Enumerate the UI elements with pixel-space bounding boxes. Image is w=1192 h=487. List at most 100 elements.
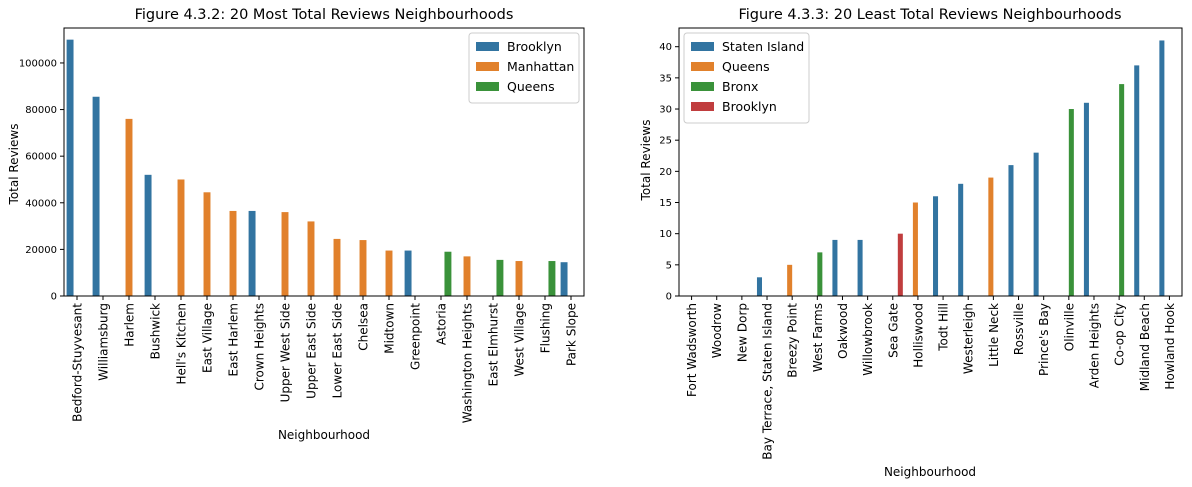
bar-co-op-city [1119,84,1125,297]
x-tick-label: Lower East Side [331,303,345,398]
y-tick-label: 0 [666,292,672,303]
y-tick-label: 40000 [25,198,57,209]
x-axis-label: Neighbourhood [884,465,976,479]
chart-most-reviews: Figure 4.3.2: 20 Most Total Reviews Neig… [7,7,585,442]
x-tick-label: New Dorp [735,303,749,362]
y-axis-label: Total Reviews [7,124,21,206]
x-tick-label: East Village [201,303,215,373]
y-tick-label: 15 [659,198,672,209]
bar-bedford-stuyvesant [66,39,74,297]
bar-arden-heights [1083,102,1089,296]
x-tick-label: East Elmhurst [487,303,501,387]
legend-label-brooklyn: Brooklyn [507,39,562,54]
x-tick-label: Fort Wadsworth [685,303,699,397]
x-tick-label: Oakwood [836,303,850,359]
y-tick-label: 30 [659,105,672,116]
bar-todt-hill [933,196,939,296]
bar-astoria [444,251,452,296]
legend-swatch-manhattan [476,62,499,71]
x-tick-label: Little Neck [987,303,1001,367]
x-tick-label: Midtown [383,303,397,354]
x-tick-label: Greenpoint [409,303,423,370]
x-tick-label: Sea Gate [886,303,900,358]
bar-washington-heights [463,256,471,296]
y-axis-label: Total Reviews [639,120,653,202]
x-tick-label: Williamsburg [97,303,111,381]
bar-holliswood [912,202,918,296]
x-tick-label: East Harlem [227,303,241,376]
x-tick-label: Crown Heights [253,303,267,391]
bar-chelsea [359,240,367,296]
legend-swatch-bronx [691,82,714,91]
x-tick-label: Bushwick [149,303,163,359]
bar-east-elmhurst [496,259,504,296]
x-tick-label: West Village [513,303,527,377]
x-ticks: Fort Wadsworth Woodrow New Dorp Bay Terrace… [685,296,1177,460]
y-ticks: 0 20000 40000 60000 80000 100000 [19,58,64,303]
bar-westerleigh [958,183,964,296]
y-tick-label: 0 [51,292,57,303]
legend-label-queens: Queens [507,79,555,94]
x-tick-label: Upper West Side [279,303,293,402]
bar-park-slope [560,262,568,296]
legend-swatch-brooklyn [691,102,714,111]
x-tick-label: Holliswood [911,303,925,368]
bar-oakwood [832,239,838,296]
y-ticks: 0 5 10 15 20 25 30 35 40 [659,42,679,303]
x-tick-label: Bay Terrace, Staten Island [761,303,775,460]
x-tick-label: Astoria [435,303,449,345]
legend-swatch-staten-island [691,42,714,51]
bar-olinville [1068,109,1074,296]
plot-frame [63,27,585,297]
legend: Brooklyn Manhattan Queens [468,32,580,104]
y-tick-label: 20 [659,167,672,178]
legend: Staten Island Queens Bronx Brooklyn [683,32,810,124]
x-tick-label: Bedford-Stuyvesant [71,303,85,422]
bar-lower-east-side [333,238,341,296]
x-tick-label: Chelsea [357,303,371,351]
chart-title: Figure 4.3.3: 20 Least Total Reviews Nei… [738,7,1121,23]
bar-rossville [1008,165,1014,296]
bar-midland-beach [1134,65,1140,296]
legend-label-manhattan: Manhattan [507,59,574,74]
bar-bushwick [144,174,152,296]
bar-upper-west-side [281,212,289,296]
legend-label-bronx: Bronx [722,79,758,94]
bar-prince-s-bay [1033,152,1039,296]
x-tick-label: Arden Heights [1087,303,1101,388]
legend-swatch-queens [691,62,714,71]
bar-harlem [125,118,133,296]
bar-greenpoint [404,250,412,296]
bar-east-village [203,192,211,296]
y-tick-label: 20000 [25,245,57,256]
bar-west-village [515,261,523,296]
bar-east-harlem [229,210,237,296]
bar-hell-s-kitchen [177,179,185,296]
x-tick-label: Midland Beach [1138,303,1152,391]
bar-flushing [548,261,556,296]
legend-box [683,32,810,124]
x-tick-label: Hell's Kitchen [175,303,189,385]
x-tick-label: Washington Heights [461,303,475,423]
x-axis-label: Neighbourhood [278,428,370,442]
chart-title: Figure 4.3.2: 20 Most Total Reviews Neig… [135,7,514,23]
bar-upper-east-side [307,221,315,296]
y-tick-label: 80000 [25,105,57,116]
y-tick-label: 10 [659,229,672,240]
bar-little-neck [988,177,994,296]
bar-midtown [385,250,393,296]
y-tick-label: 100000 [19,58,57,69]
x-tick-label: Rossville [1012,303,1026,355]
x-tick-label: Howland Hook [1163,303,1177,390]
x-tick-label: Willowbrook [861,303,875,376]
bar-breezy-point [787,264,793,296]
bar-west-farms [817,252,823,296]
bar-williamsburg [92,96,100,296]
bar-howland-hook [1159,40,1165,296]
y-tick-label: 60000 [25,152,57,163]
x-tick-label: Breezy Point [786,303,800,378]
legend-label-queens: Queens [722,59,770,74]
chart-least-reviews: Figure 4.3.3: 20 Least Total Reviews Nei… [639,7,1183,479]
plot-frame [678,27,1183,297]
